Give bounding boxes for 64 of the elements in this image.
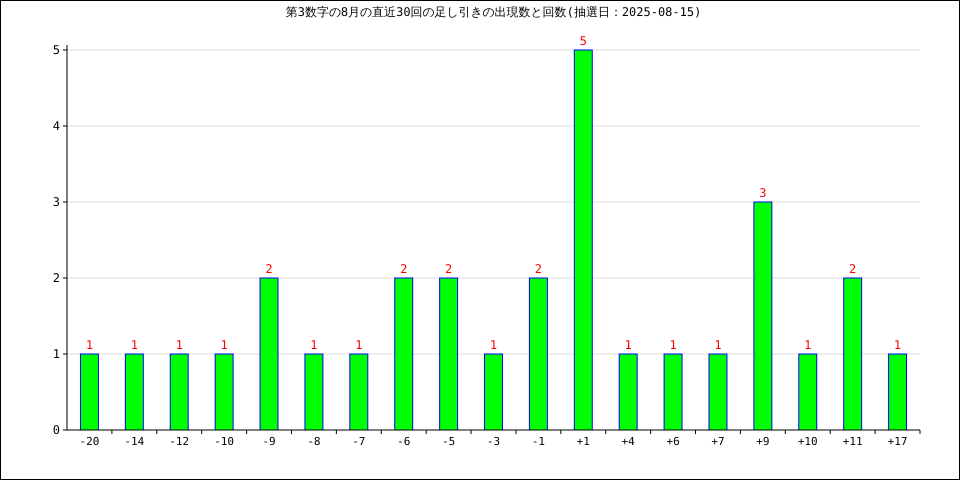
y-tick-label: 1 [52, 347, 60, 361]
bar [260, 278, 279, 430]
bar [708, 354, 728, 430]
bar [888, 354, 908, 430]
x-tick-label: +4 [622, 435, 636, 448]
data-label: 1 [804, 338, 812, 352]
x-tick-label: -10 [214, 435, 234, 448]
x-tick-label: +6 [666, 435, 680, 448]
data-label: 1 [490, 338, 498, 352]
data-label: 1 [86, 338, 94, 352]
y-tick-label: 3 [52, 195, 60, 209]
data-label: 1 [714, 338, 722, 352]
y-tick-label: 0 [52, 423, 60, 437]
bar [394, 278, 414, 430]
data-label: 1 [355, 338, 362, 352]
x-tick-label: +11 [842, 435, 863, 448]
data-label: 2 [265, 262, 273, 276]
x-tick-label: -8 [307, 435, 321, 448]
data-label: 2 [849, 262, 856, 276]
bar [664, 354, 683, 430]
data-label: 1 [220, 338, 228, 352]
x-tick-label: -20 [80, 435, 100, 448]
y-tick-label: 2 [52, 271, 60, 285]
data-label: 2 [444, 262, 452, 276]
bar [304, 354, 324, 430]
data-label: 1 [894, 338, 902, 352]
bar [753, 202, 772, 430]
x-tick-label: -7 [352, 435, 366, 448]
x-tick-label: -14 [124, 435, 145, 448]
x-tick-label: -12 [169, 435, 190, 448]
data-label: 1 [669, 338, 677, 352]
data-label: 1 [176, 338, 183, 352]
data-label: 3 [759, 186, 766, 200]
data-label: 1 [130, 338, 138, 352]
chart-title: 第3数字の8月の直近30回の足し引きの出現数と回数(抽選日：2025-08-15) [286, 5, 702, 19]
x-tick-label: -1 [532, 435, 546, 448]
bar [80, 354, 99, 430]
bar [618, 354, 638, 430]
data-label: 2 [534, 262, 542, 276]
bar [170, 354, 189, 430]
bar [484, 354, 503, 430]
data-label: 1 [310, 338, 318, 352]
bar [124, 354, 144, 430]
y-tick-label: 5 [52, 43, 60, 57]
bar [528, 278, 548, 430]
x-tick-label: +9 [756, 435, 770, 448]
x-tick-label: +7 [711, 435, 725, 448]
x-tick-label: -5 [442, 435, 456, 448]
data-label: 5 [580, 34, 587, 48]
x-tick-label: -9 [262, 435, 276, 448]
data-label: 2 [400, 262, 408, 276]
y-tick-label: 4 [52, 119, 60, 133]
bar [843, 278, 862, 430]
x-tick-label: -3 [486, 435, 500, 448]
bar [574, 50, 593, 430]
x-tick-label: +17 [888, 435, 908, 448]
x-tick-label: +1 [576, 435, 590, 448]
x-tick-label: -6 [397, 435, 410, 448]
bar [439, 278, 458, 430]
bar [214, 354, 234, 430]
x-tick-label: +10 [798, 435, 818, 448]
bar [349, 354, 368, 430]
bar [798, 354, 818, 430]
data-label: 1 [624, 338, 632, 352]
